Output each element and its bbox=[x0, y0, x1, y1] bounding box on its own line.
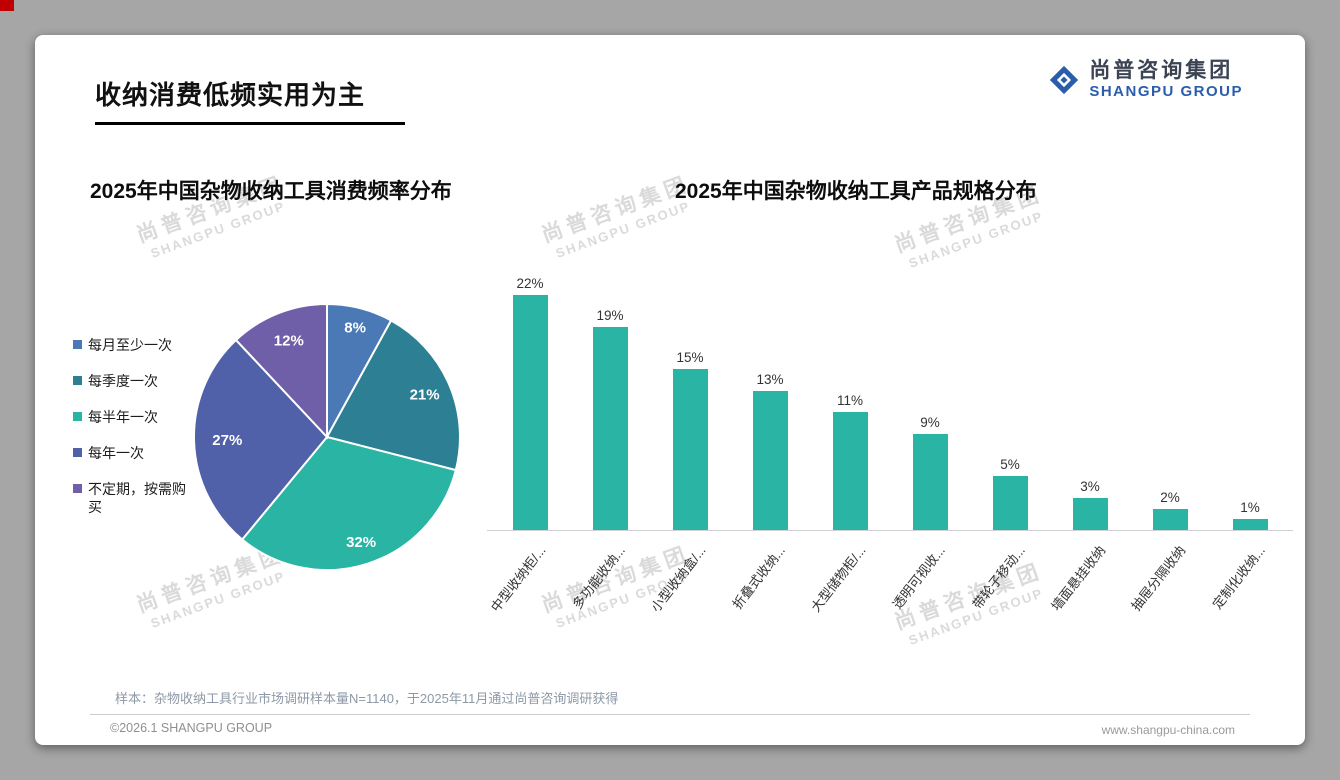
legend-item: 不定期，按需购买 bbox=[73, 480, 189, 518]
legend-label: 每半年一次 bbox=[88, 408, 158, 425]
pie-slice-label: 32% bbox=[346, 534, 376, 551]
bar bbox=[992, 476, 1028, 530]
bar-category-cell: 透明可视收... bbox=[890, 532, 970, 657]
bar-category-cell: 带轮子移动... bbox=[970, 532, 1050, 657]
bar-category-label: 中型收纳柜/... bbox=[487, 542, 549, 615]
legend-item: 每季度一次 bbox=[73, 372, 189, 391]
pie-slice bbox=[234, 302, 328, 440]
bar bbox=[912, 434, 948, 530]
bar-value-label: 3% bbox=[1080, 479, 1100, 494]
legend-item: 每月至少一次 bbox=[73, 336, 189, 355]
bar-value-label: 15% bbox=[676, 350, 704, 365]
legend-label: 每季度一次 bbox=[88, 372, 158, 389]
bar-column: 5% bbox=[970, 275, 1050, 530]
legend-swatch bbox=[73, 340, 82, 349]
pie-chart-title: 2025年中国杂物收纳工具消费频率分布 bbox=[90, 180, 452, 203]
corner-marker bbox=[0, 0, 14, 11]
bar-value-label: 2% bbox=[1160, 490, 1180, 505]
bar-category-label: 抽屉分隔收纳 bbox=[1128, 542, 1189, 614]
legend-label: 每年一次 bbox=[88, 444, 144, 461]
bar-chart-title: 2025年中国杂物收纳工具产品规格分布 bbox=[675, 180, 1037, 203]
watermark-cn: 尚普咨询集团 bbox=[538, 172, 694, 248]
bar-value-label: 11% bbox=[836, 393, 864, 408]
legend-item: 每年一次 bbox=[73, 444, 189, 463]
bar-column: 11% bbox=[810, 275, 890, 530]
watermark-en: SHANGPU GROUP bbox=[553, 198, 693, 261]
bar-category-cell: 折叠式收纳... bbox=[730, 532, 810, 657]
bar-column: 2% bbox=[1130, 275, 1210, 530]
pie-slice-label: 8% bbox=[344, 320, 366, 337]
legend-swatch bbox=[73, 375, 82, 385]
pie-slice bbox=[325, 319, 461, 472]
logo-icon bbox=[1048, 64, 1080, 96]
page-title: 收纳消费低频实用为主 bbox=[95, 75, 406, 125]
bar-category-cell: 多功能收纳... bbox=[570, 532, 650, 657]
bar-value-label: 1% bbox=[1240, 500, 1260, 515]
pie-slice bbox=[240, 435, 458, 571]
bar bbox=[512, 295, 548, 530]
legend-label: 不定期，按需购买 bbox=[88, 480, 186, 516]
footer-website: www.shangpu-china.com bbox=[1101, 723, 1235, 737]
pie-legend: 每月至少一次 每季度一次每半年一次每年一次不定期，按需购买 bbox=[73, 336, 189, 517]
footer-divider bbox=[90, 714, 1250, 715]
bar-column: 3% bbox=[1050, 275, 1130, 530]
bar-axis-line bbox=[487, 530, 1293, 531]
pie-slice bbox=[193, 338, 329, 541]
bar-column: 9% bbox=[890, 275, 970, 530]
logo-text: 尚普咨询集团 SHANGPU GROUP bbox=[1089, 59, 1243, 100]
legend-label: 每月至少一次 bbox=[88, 337, 172, 353]
slide: 尚普咨询集团 SHANGPU GROUP 尚普咨询集团 SHANGPU GROU… bbox=[35, 35, 1305, 745]
bar-value-label: 13% bbox=[756, 372, 784, 387]
watermark-en: SHANGPU GROUP bbox=[148, 198, 288, 261]
bar-category-label: 带轮子移动... bbox=[969, 542, 1029, 612]
bar-value-label: 19% bbox=[596, 308, 624, 323]
bar bbox=[592, 327, 628, 530]
pie-slice-label: 12% bbox=[274, 333, 304, 350]
bar-column: 15% bbox=[650, 275, 730, 530]
bar-category-cell: 抽屉分隔收纳 bbox=[1128, 532, 1210, 657]
bar-column: 13% bbox=[730, 275, 810, 530]
bar-category-cell: 小型收纳盒/... bbox=[647, 532, 730, 657]
bar-value-label: 5% bbox=[1000, 457, 1020, 472]
bar bbox=[1232, 519, 1268, 530]
legend-swatch bbox=[73, 411, 82, 421]
bar-chart: 22% 19% 15% 13% 11% 9% 5% 3% 2% 1% bbox=[490, 275, 1290, 530]
bar bbox=[1152, 509, 1188, 530]
bar-category-cell: 墙面悬挂收纳 bbox=[1048, 532, 1130, 657]
bar-value-label: 9% bbox=[920, 415, 940, 430]
bar-column: 1% bbox=[1210, 275, 1290, 530]
bar-category-label: 多功能收纳... bbox=[569, 542, 629, 612]
watermark-en: SHANGPU GROUP bbox=[906, 208, 1046, 271]
pie-slice-label: 27% bbox=[212, 432, 242, 449]
bar-category-labels: 中型收纳柜/... 多功能收纳... 小型收纳盒/... 折叠式收纳... 大型储物柜/… bbox=[487, 532, 1290, 657]
bar-value-label: 22% bbox=[516, 276, 544, 291]
legend-swatch bbox=[73, 483, 82, 493]
bar-category-label: 定制化收纳... bbox=[1209, 542, 1269, 612]
legend-swatch bbox=[73, 447, 82, 457]
footer-copyright: ©2026.1 SHANGPU GROUP bbox=[110, 721, 273, 735]
bar-category-cell: 大型储物柜/... bbox=[807, 532, 890, 657]
bar bbox=[1072, 498, 1108, 530]
bar-column: 19% bbox=[570, 275, 650, 530]
bar-category-cell: 中型收纳柜/... bbox=[487, 532, 570, 657]
bar-column: 22% bbox=[490, 275, 570, 530]
bar-category-label: 小型收纳盒/... bbox=[647, 542, 709, 615]
logo-name-cn: 尚普咨询集团 bbox=[1089, 59, 1234, 82]
legend-item: 每半年一次 bbox=[73, 408, 189, 427]
bar bbox=[672, 369, 708, 530]
bar bbox=[832, 412, 868, 530]
bar-category-label: 墙面悬挂收纳 bbox=[1048, 542, 1109, 614]
bar bbox=[752, 391, 788, 530]
bar-category-cell: 定制化收纳... bbox=[1210, 532, 1290, 657]
logo-name-en: SHANGPU GROUP bbox=[1089, 83, 1243, 101]
logo: 尚普咨询集团 SHANGPU GROUP bbox=[1048, 59, 1243, 100]
pie-chart: 8% 21% 32% 27% 12% bbox=[193, 302, 461, 571]
bar-category-label: 大型储物柜/... bbox=[807, 542, 869, 615]
sample-note: 样本：杂物收纳工具行业市场调研样本量N=1140，于2025年11月通过尚普咨询… bbox=[115, 691, 619, 706]
bar-category-label: 透明可视收... bbox=[889, 542, 949, 612]
pie-slice-label: 21% bbox=[410, 387, 440, 404]
bar-category-label: 折叠式收纳... bbox=[729, 542, 789, 612]
